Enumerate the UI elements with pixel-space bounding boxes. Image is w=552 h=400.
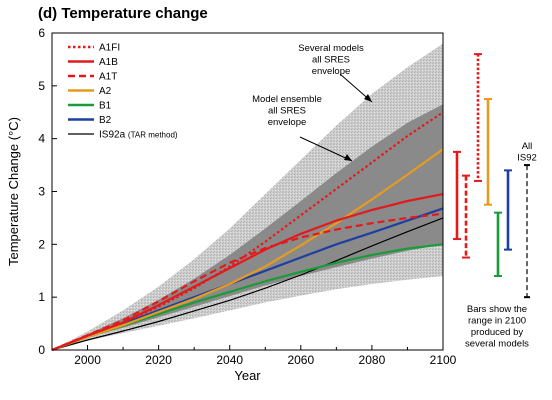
x-tick-label: 2080: [359, 353, 386, 367]
envelope-several-models-all-sres-envelope: [52, 43, 443, 350]
envelope-model-ensemble-all-sres-envelope: [52, 104, 443, 350]
annotation-bars-note-line: several models: [465, 339, 529, 350]
plot-frame: [51, 32, 444, 351]
legend-label-b1: B1: [99, 101, 112, 112]
series-line-a1t: [51, 212, 444, 352]
series-line-a1b: [51, 193, 444, 352]
y-tick-labels: 0 1 2 3 4 5 6: [38, 26, 45, 357]
y-tick-label: 0: [38, 343, 45, 357]
annotation-several-models-line: Several models: [298, 43, 364, 54]
range-bars: [453, 53, 530, 299]
legend-label-a1fi: A1FI: [99, 43, 120, 54]
legend: A1FI A1B A1T A2 B1 B2 IS92a (TAR method): [68, 43, 178, 141]
envelopes: [52, 43, 443, 350]
y-tick-label: 5: [38, 79, 45, 93]
y-tick-label: 2: [38, 237, 45, 251]
range-bar-a1b: [453, 150, 461, 241]
x-tick-label: 2000: [74, 353, 101, 367]
x-tick-label: 2020: [145, 353, 172, 367]
series-line-a2: [51, 148, 444, 352]
legend-label-a1b: A1B: [99, 57, 118, 68]
x-tick-label: 2100: [430, 353, 457, 367]
range-bar-b2: [504, 169, 512, 251]
x-axis-label: Year: [234, 368, 261, 383]
range-bar-b1: [494, 211, 502, 278]
legend-label-a2: A2: [99, 86, 112, 97]
series-lines: [51, 111, 444, 352]
range-bar-all-is92: [524, 164, 530, 299]
annotation-several-models-line: envelope: [312, 66, 351, 77]
legend-label-b2: B2: [99, 115, 112, 126]
range-bar-a2: [484, 98, 492, 206]
arrowhead-model-ensemble: [344, 154, 352, 161]
x-tick-label: 2060: [287, 353, 314, 367]
arrow-model-ensemble: [299, 136, 353, 162]
range-bar-a1fi: [474, 53, 482, 182]
chart-title: (d) Temperature change: [38, 5, 208, 22]
y-axis-label: Temperature Change (°C): [6, 117, 21, 266]
y-tick-label: 4: [38, 132, 45, 146]
annotation-bars-note-line: range in 2100: [468, 316, 526, 327]
y-tick-label: 6: [38, 26, 45, 40]
legend-label-a1t: A1T: [99, 72, 117, 83]
series-line-is92a-tar-method: [51, 217, 444, 351]
annotation-all-is92-line: IS92: [517, 153, 537, 164]
x-tick-labels: 2000 2020 2040 2060 2080 2100: [74, 353, 456, 367]
y-tick-label: 3: [38, 185, 45, 199]
arrowhead-several-models: [364, 94, 372, 102]
series-line-a1fi: [51, 111, 444, 352]
range-bar-a1t: [462, 174, 470, 259]
annotation-several-models-line: all SRES: [312, 55, 350, 66]
annotation-model-ensemble-line: Model ensemble: [252, 94, 322, 105]
annotation-all-is92-line: All: [522, 141, 533, 152]
annotation-bars-note-line: produced by: [471, 327, 524, 338]
x-tick-label: 2040: [216, 353, 243, 367]
annotation-model-ensemble-line: all SRES: [268, 106, 306, 117]
annotation-model-ensemble-line: envelope: [268, 117, 307, 128]
y-tick-label: 1: [38, 290, 45, 304]
legend-label-is92a-tar-method: IS92a (TAR method): [99, 130, 178, 141]
annotation-bars-note-line: Bars show the: [467, 304, 527, 315]
